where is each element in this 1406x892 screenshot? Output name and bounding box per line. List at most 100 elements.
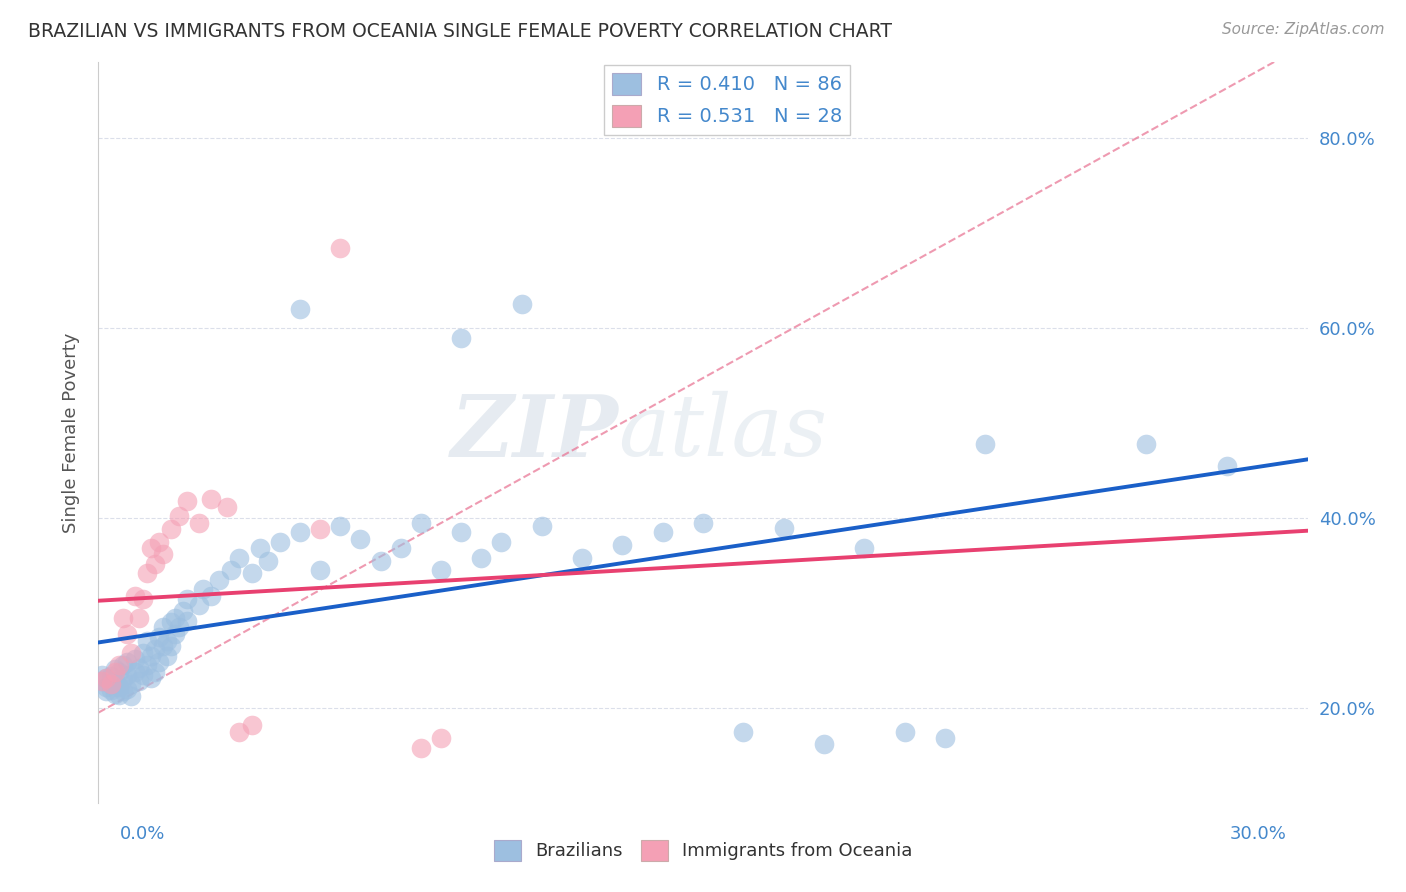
Point (91, 674, 114, 689)
Point (530, 518, 553, 533)
Point (510, 297, 533, 311)
Text: 30.0%: 30.0% (1230, 825, 1286, 843)
Point (143, 642, 166, 657)
Point (115, 656, 138, 670)
Point (107, 688, 129, 702)
Point (172, 604, 194, 618)
Point (120, 690, 142, 704)
Point (103, 687, 125, 701)
Point (176, 494, 198, 508)
Point (193, 582, 215, 597)
Point (135, 634, 157, 648)
Point (111, 658, 134, 673)
Point (221, 563, 243, 577)
Point (733, 724, 755, 739)
Point (135, 566, 157, 580)
Point (152, 639, 174, 653)
Point (152, 547, 174, 561)
Point (107, 665, 129, 679)
Point (107, 680, 129, 694)
Point (103, 665, 125, 679)
Point (256, 554, 278, 568)
Point (269, 534, 291, 549)
Point (156, 634, 179, 648)
Y-axis label: Single Female Poverty: Single Female Poverty (62, 333, 80, 533)
Point (103, 662, 125, 676)
Point (111, 683, 134, 698)
Text: BRAZILIAN VS IMMIGRANTS FROM OCEANIA SINGLE FEMALE POVERTY CORRELATION CHART: BRAZILIAN VS IMMIGRANTS FROM OCEANIA SIN… (28, 22, 893, 41)
Point (349, 532, 371, 546)
Point (96, 683, 118, 698)
Point (1216, 458, 1239, 473)
Point (853, 541, 876, 556)
Point (148, 534, 170, 549)
Point (409, 516, 432, 530)
Point (115, 667, 138, 681)
Point (228, 550, 250, 565)
Point (156, 648, 179, 663)
Point (96, 680, 118, 694)
Point (249, 541, 271, 556)
Point (148, 656, 170, 670)
Point (160, 523, 183, 537)
Point (111, 611, 134, 625)
Point (128, 611, 150, 625)
Point (111, 673, 134, 687)
Point (1135, 437, 1157, 451)
Point (470, 550, 492, 565)
Point (571, 550, 593, 565)
Point (160, 639, 183, 653)
Point (103, 674, 125, 689)
Point (772, 520, 794, 534)
Text: 0.0%: 0.0% (120, 825, 165, 843)
Point (176, 614, 198, 628)
Point (124, 651, 146, 665)
Point (132, 667, 155, 681)
Legend: Brazilians, Immigrants from Oceania: Brazilians, Immigrants from Oceania (486, 832, 920, 868)
Point (309, 563, 332, 577)
Point (163, 627, 186, 641)
Point (96, 672, 118, 686)
Point (188, 599, 211, 613)
Point (91, 674, 114, 689)
Point (176, 591, 198, 606)
Point (115, 681, 138, 696)
Point (430, 731, 453, 746)
Point (128, 661, 150, 675)
Point (100, 677, 122, 691)
Point (309, 523, 332, 537)
Point (115, 627, 138, 641)
Point (450, 525, 472, 540)
Point (100, 668, 122, 682)
Point (491, 534, 513, 549)
Point (692, 516, 714, 530)
Point (200, 589, 222, 603)
Point (450, 331, 472, 345)
Point (91, 667, 114, 681)
Point (160, 615, 183, 630)
Point (217, 500, 239, 514)
Point (107, 658, 129, 673)
Point (128, 674, 150, 689)
Point (124, 589, 146, 603)
Point (430, 563, 453, 577)
Point (139, 671, 162, 685)
Point (135, 658, 157, 673)
Point (240, 718, 263, 732)
Point (288, 525, 311, 540)
Point (651, 525, 673, 540)
Point (208, 573, 231, 587)
Point (409, 740, 432, 755)
Point (288, 302, 311, 317)
Point (100, 682, 122, 697)
Point (124, 665, 146, 679)
Point (974, 437, 997, 451)
Text: Source: ZipAtlas.com: Source: ZipAtlas.com (1222, 22, 1385, 37)
Point (148, 630, 170, 644)
Text: atlas: atlas (619, 392, 828, 474)
Point (143, 665, 166, 679)
Point (152, 620, 174, 634)
Point (370, 554, 392, 568)
Point (188, 516, 211, 530)
Point (612, 538, 634, 552)
